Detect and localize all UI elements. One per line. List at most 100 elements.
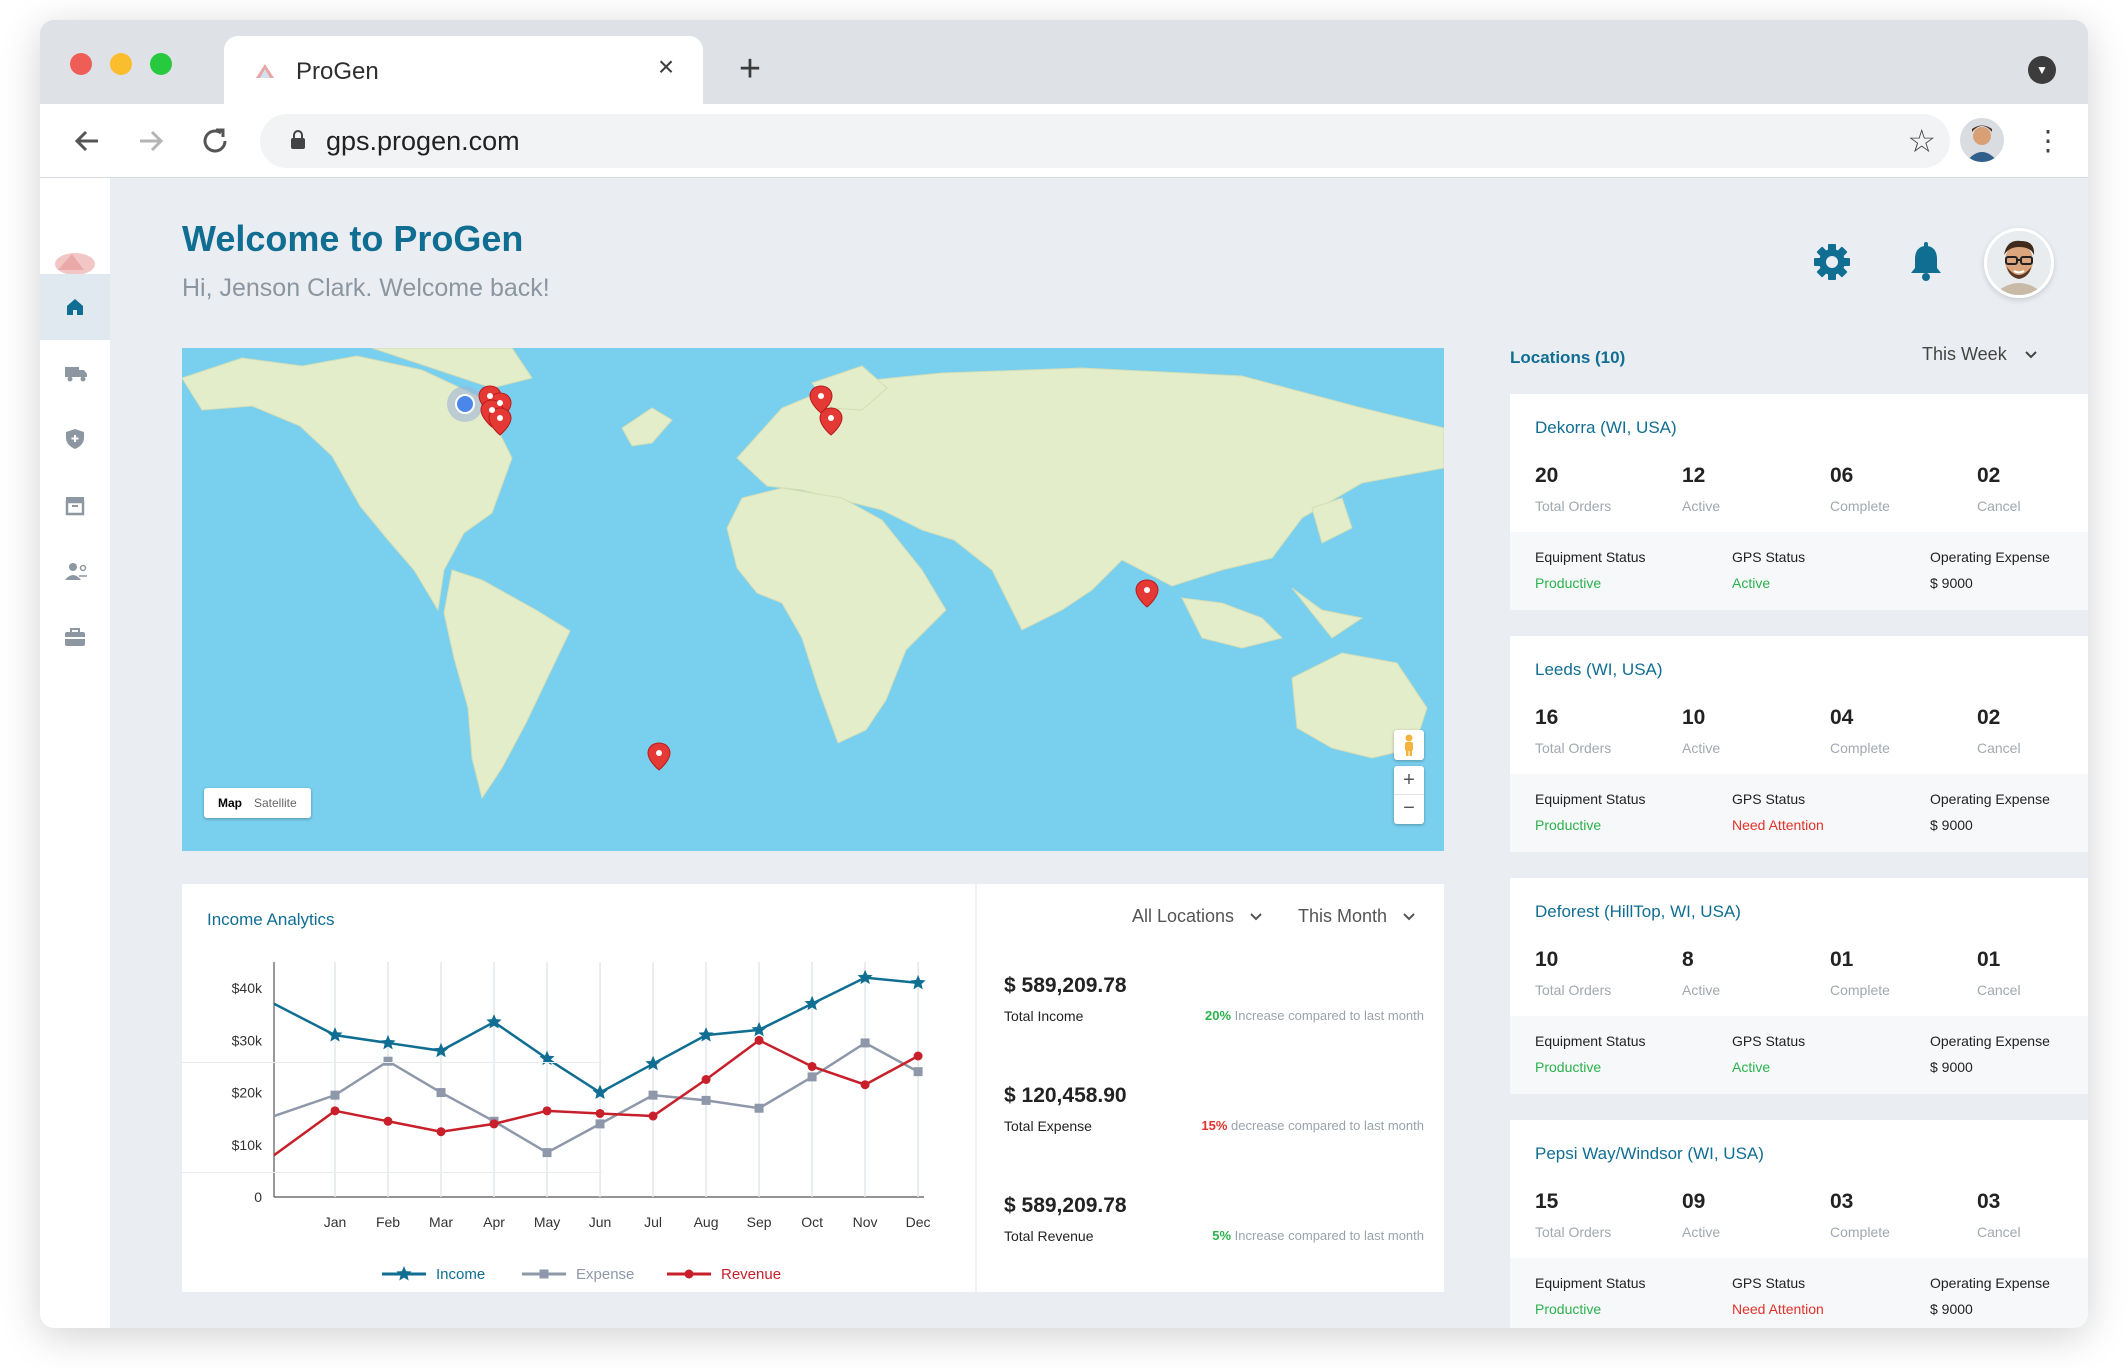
summary-amount: $ 589,209.78 — [1004, 974, 1127, 997]
footer-gps-status: GPS Status Active — [1732, 1033, 1932, 1075]
stat-value: 10 — [1682, 706, 1706, 729]
legend-item-revenue: Revenue — [667, 1266, 781, 1283]
data-point-revenue — [436, 1127, 446, 1137]
footer-label: Operating Expense — [1930, 1033, 2050, 1049]
footer-value: Active — [1732, 1059, 1771, 1075]
location-card[interactable]: Dekorra (WI, USA) 20 Total Orders 12 Active 0… — [1510, 394, 2088, 610]
gear-icon[interactable] — [1810, 240, 1854, 284]
street-view-pegman-icon[interactable] — [1394, 730, 1424, 760]
footer-value: Active — [1732, 575, 1771, 591]
data-point-expense — [648, 1090, 658, 1100]
back-button[interactable] — [68, 122, 106, 160]
chevron-down-icon — [1403, 913, 1415, 921]
footer-label: GPS Status — [1732, 791, 1806, 807]
new-tab-button[interactable]: + — [738, 48, 762, 90]
location-stat-total-orders: 15 Total Orders — [1535, 1190, 1675, 1240]
browser-menu-icon[interactable]: ⋮ — [2034, 125, 2062, 156]
stat-label: Active — [1682, 1224, 1721, 1240]
analytics-title: Income Analytics — [207, 910, 335, 929]
stat-label: Active — [1682, 982, 1721, 998]
welcome-subtitle: Hi, Jenson Clark. Welcome back! — [182, 274, 550, 302]
data-point-revenue — [542, 1106, 552, 1116]
data-point-expense — [383, 1056, 393, 1066]
data-point-income — [804, 995, 820, 1011]
sidebar-item-home[interactable] — [40, 274, 110, 340]
archive-icon — [65, 497, 85, 516]
bookmark-star-icon[interactable]: ☆ — [1907, 123, 1936, 159]
lock-icon — [291, 130, 305, 149]
period-filter-dropdown[interactable]: This Month — [1298, 906, 1416, 927]
summary-label: Total Income — [1004, 1008, 1084, 1024]
summary-total-income: $ 589,209.78 Total Income 20% Increase com… — [1004, 974, 1424, 1054]
stat-value: 01 — [1830, 948, 1854, 971]
location-filter-dropdown[interactable]: All Locations — [1132, 906, 1263, 927]
x-tick-label: Nov — [853, 1214, 878, 1230]
summary-percent: 15% — [1201, 1118, 1228, 1133]
summary-amount: $ 120,458.90 — [1004, 1084, 1127, 1107]
zoom-in-button[interactable]: + — [1394, 766, 1424, 795]
bell-icon[interactable] — [1904, 240, 1948, 284]
data-point-expense — [754, 1103, 764, 1113]
summary-separator — [182, 1062, 602, 1063]
footer-value: Productive — [1535, 1059, 1602, 1075]
map-type-satellite[interactable]: Satellite — [254, 796, 297, 810]
stat-label: Total Orders — [1535, 982, 1612, 998]
legend-marker — [684, 1269, 694, 1279]
world-map[interactable]: Map Satellite + − — [182, 348, 1444, 851]
stat-value: 04 — [1830, 706, 1854, 729]
stat-value: 02 — [1977, 464, 2001, 487]
map-type-map[interactable]: Map — [218, 796, 242, 810]
footer-label: Equipment Status — [1535, 791, 1646, 807]
zoom-out-button[interactable]: − — [1403, 797, 1415, 819]
locations-period-dropdown[interactable]: This Week — [1922, 344, 2038, 365]
address-bar[interactable]: gps.progen.com ☆ — [260, 114, 1950, 168]
location-stat-total-orders: 20 Total Orders — [1535, 464, 1675, 514]
browser-tab[interactable]: ProGen × — [224, 36, 703, 104]
summary-label: Total Expense — [1004, 1118, 1092, 1134]
minimize-window-button[interactable] — [110, 53, 132, 75]
footer-value: $ 9000 — [1930, 817, 1973, 833]
data-point-expense — [436, 1088, 446, 1098]
sidebar-item-truck[interactable] — [40, 340, 110, 406]
footer-equipment-status: Equipment Status Productive — [1535, 549, 1735, 591]
sidebar-item-users[interactable] — [40, 538, 110, 604]
location-name: Leeds (WI, USA) — [1535, 660, 1663, 679]
page-title: Welcome to ProGen — [182, 218, 524, 259]
location-stat-cancel: 02 Cancel — [1977, 464, 2088, 514]
footer-gps-status: GPS Status Need Attention — [1732, 1275, 1932, 1317]
legend-label: Revenue — [721, 1266, 781, 1283]
browser-profile-avatar[interactable] — [1960, 118, 2004, 162]
reload-button[interactable] — [196, 122, 234, 160]
sidebar — [40, 178, 110, 1328]
footer-equipment-status: Equipment Status Productive — [1535, 791, 1735, 833]
data-point-revenue — [860, 1080, 870, 1090]
stat-value: 20 — [1535, 464, 1559, 487]
summary-percent: 20% — [1205, 1008, 1232, 1023]
stat-label: Cancel — [1977, 1224, 2021, 1240]
x-tick-label: Apr — [483, 1214, 505, 1230]
sidebar-item-briefcase[interactable] — [40, 604, 110, 670]
location-card[interactable]: Leeds (WI, USA) 16 Total Orders 10 Active 04 C… — [1510, 636, 2088, 852]
data-point-expense — [913, 1067, 923, 1077]
close-window-button[interactable] — [70, 53, 92, 75]
footer-operating-expense: Operating Expense $ 9000 — [1930, 549, 2088, 591]
tab-title: ProGen — [296, 58, 379, 85]
summary-percent: 5% — [1212, 1228, 1232, 1243]
user-avatar[interactable] — [1984, 228, 2054, 298]
location-card[interactable]: Deforest (HillTop, WI, USA) 10 Total Order… — [1510, 878, 2088, 1094]
sidebar-item-shield[interactable] — [40, 406, 110, 472]
location-name: Dekorra (WI, USA) — [1535, 418, 1677, 437]
locations-period-label: This Week — [1922, 344, 2007, 364]
forward-button[interactable] — [132, 122, 170, 160]
footer-value: Need Attention — [1732, 1301, 1824, 1317]
income-line-chart: 0 $10k $20k $30k $40k Jan Feb Mar Apr May Jun Jul Au… — [232, 962, 931, 1283]
sidebar-item-archive[interactable] — [40, 472, 110, 538]
close-tab-icon[interactable]: × — [657, 51, 675, 82]
stat-value: 06 — [1830, 464, 1854, 487]
stat-value: 16 — [1535, 706, 1559, 729]
period-filter-label: This Month — [1298, 906, 1388, 926]
maximize-window-button[interactable] — [150, 53, 172, 75]
location-card[interactable]: Pepsi Way/Windsor (WI, USA) 15 Total Order… — [1510, 1120, 2088, 1328]
y-tick-label: $40k — [232, 980, 263, 996]
tab-search-icon[interactable]: ▼ — [2028, 56, 2056, 84]
